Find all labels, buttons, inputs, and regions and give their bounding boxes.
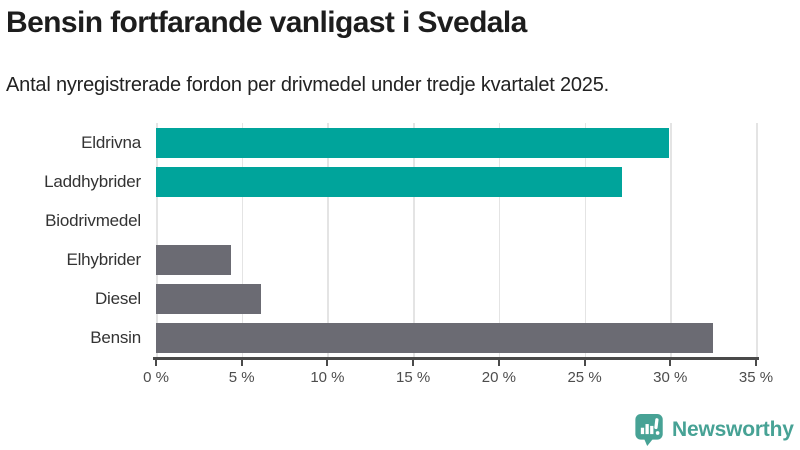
bar-eldrivna [156, 127, 669, 158]
gridline-10 [327, 123, 329, 357]
chart-subtitle: Antal nyregistrerade fordon per drivmede… [6, 74, 610, 96]
x-tick-label-5: 5 % [228, 369, 255, 386]
bar-elhybrider [156, 244, 232, 275]
x-tick-mark-10 [326, 360, 329, 366]
x-tick-label-20: 20 % [481, 369, 516, 386]
x-tick-mark-0 [155, 360, 157, 366]
category-label-diesel: Diesel [94, 288, 141, 308]
x-axis: 0 % 5 % 10 % 15 % 20 % 25 % 30 % 35 % [143, 357, 773, 391]
bar-bensin [156, 322, 714, 353]
category-label-elhybrider: Elhybrider [66, 249, 141, 269]
x-tick-mark-25 [583, 360, 586, 366]
x-tick-label-15: 15 % [396, 369, 431, 386]
x-axis-line [153, 357, 759, 360]
plot-area [156, 123, 758, 357]
category-label-laddhybrider: Laddhybrider [44, 171, 141, 191]
newsworthy-logo-icon [635, 414, 663, 446]
gridline-20 [498, 123, 501, 357]
x-tick-label-0: 0 % [143, 369, 169, 386]
x-tick-label-25: 25 % [567, 369, 602, 386]
category-label-column: Eldrivna Laddhybrider Biodrivmedel Elhybrid… [0, 123, 141, 357]
x-tick-mark-35 [755, 360, 757, 366]
bar-diesel [156, 283, 261, 314]
gridline-35 [756, 123, 758, 357]
chart-title: Bensin fortfarande vanligast i Svedala [6, 6, 527, 39]
bar-laddhybrider [156, 166, 623, 197]
gridline-25 [584, 123, 587, 357]
gridline-15 [413, 123, 415, 357]
brand-footer: Newsworthy [634, 412, 794, 448]
brand-name: Newsworthy [672, 418, 794, 441]
x-tick-label-30: 30 % [653, 369, 688, 386]
x-tick-mark-5 [240, 360, 243, 366]
x-tick-mark-20 [497, 360, 500, 366]
category-label-bensin: Bensin [90, 327, 141, 347]
x-tick-mark-30 [669, 360, 672, 366]
x-tick-label-10: 10 % [310, 369, 345, 386]
gridline-30 [670, 123, 672, 357]
x-tick-mark-15 [412, 360, 415, 366]
category-label-eldrivna: Eldrivna [81, 132, 141, 152]
x-tick-label-35: 35 % [738, 369, 774, 386]
gridline-5 [241, 123, 244, 357]
category-label-biodrivmedel: Biodrivmedel [45, 210, 141, 230]
gridline-0 [156, 123, 158, 357]
